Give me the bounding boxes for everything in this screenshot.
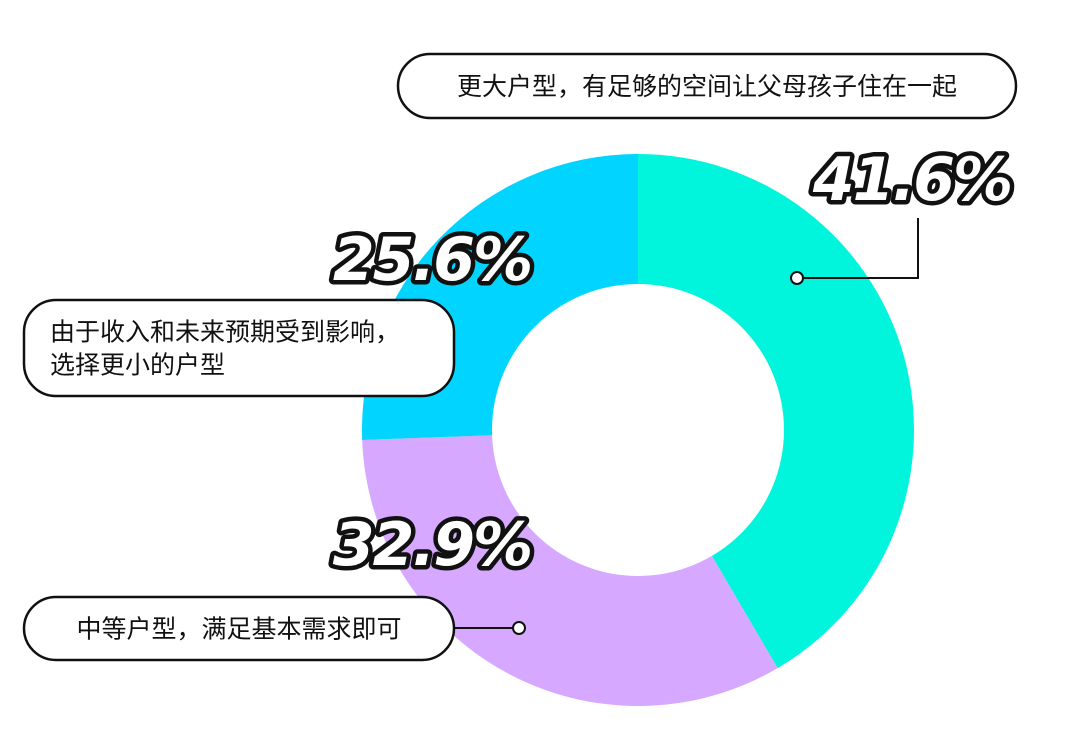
pct-labels-group: 41.6% 32.9% 25.6%: [328, 141, 1017, 585]
category-label-2-line-1: 选择更小的户型: [50, 351, 225, 380]
label-bubble-2: [22, 298, 456, 398]
donut-hole: [492, 284, 784, 576]
category-label-0-line-0: 更大户型，有足够的空间让父母孩子住在一起: [457, 72, 957, 101]
leaders-group: [454, 218, 919, 635]
leader-dot-1: [512, 621, 526, 635]
category-label-2-line-0: 由于收入和未来预期受到影响，: [50, 318, 400, 347]
value-label-2: 25.6%: [333, 225, 531, 295]
leader-line-0: [797, 218, 919, 279]
label-bubble-1: [22, 595, 456, 662]
leader-dot-0: [790, 271, 804, 285]
label-bubble-0: [396, 52, 1018, 120]
category-label-1-line-0: 中等户型，满足基本需求即可: [76, 615, 401, 644]
value-label-0: 41.6%: [812, 145, 1011, 215]
value-label-1: 32.9%: [333, 510, 531, 580]
